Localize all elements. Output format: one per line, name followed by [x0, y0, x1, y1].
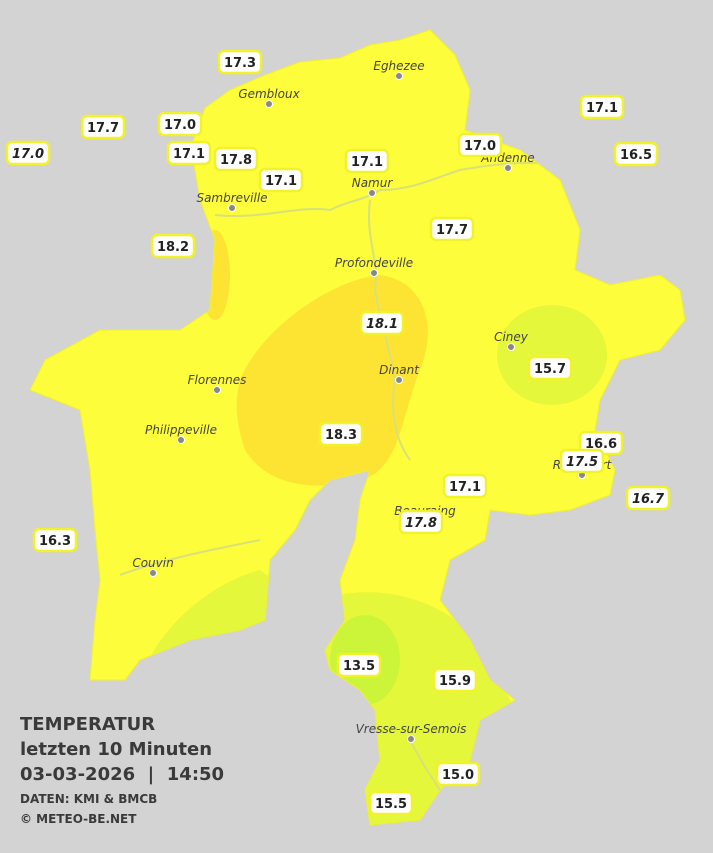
city-dot: [395, 376, 403, 384]
station-temp: 17.0: [12, 147, 44, 162]
station-box: [559, 448, 605, 474]
city-name: Namur: [352, 176, 394, 190]
station-temp: 17.8: [220, 153, 252, 168]
legend-copyright: © METEO-BE.NET: [20, 812, 137, 826]
city-dot: [228, 204, 236, 212]
city-name: Gembloux: [238, 87, 300, 101]
city-dot: [177, 436, 185, 444]
legend-source: DATEN: KMI & BMCB: [20, 792, 157, 806]
station-box: [432, 667, 478, 693]
station-layer: 17.3 17.7 17.0 17.0 17.1 17.8 17.1 17.1 17.0 17.1…: [5, 49, 671, 816]
station-box: [625, 485, 671, 511]
city-name: Eghezee: [373, 59, 424, 73]
city-dot: [149, 569, 157, 577]
station-box: [344, 148, 390, 174]
station-temp: 15.9: [439, 674, 471, 689]
city-name: Sambreville: [196, 191, 267, 205]
station-box: [368, 790, 414, 816]
station-box: [398, 509, 444, 535]
city-name: Ciney: [494, 330, 529, 344]
legend-period: letzten 10 Minuten: [20, 739, 212, 760]
city-name: Philippeville: [145, 423, 217, 437]
city-dot: [265, 100, 273, 108]
station-box: [157, 111, 203, 137]
station-temp: 17.5: [566, 455, 598, 470]
city-dot: [407, 735, 415, 743]
station-box: [318, 421, 364, 447]
station-box: [579, 94, 625, 120]
station-box: [80, 114, 126, 140]
station-box: [150, 233, 196, 259]
station-box: [442, 473, 488, 499]
station-temp: 15.5: [375, 797, 407, 812]
city-dot: [395, 72, 403, 80]
station-temp: 18.3: [325, 428, 357, 443]
station-box: [429, 216, 475, 242]
station-temp: 17.1: [265, 174, 297, 189]
city-name: Dinant: [379, 363, 420, 377]
station-temp: 17.1: [173, 147, 205, 162]
station-temp: 16.5: [620, 148, 652, 163]
station-temp: 18.2: [157, 240, 189, 255]
city-name: Florennes: [188, 373, 247, 387]
station-box: [258, 167, 304, 193]
city-dot: [370, 269, 378, 277]
station-temp: 16.3: [39, 534, 71, 549]
legend-datetime: 03-03-2026 | 14:50: [20, 764, 224, 785]
station-box: [527, 355, 573, 381]
station-temp: 17.0: [164, 118, 196, 133]
station-box: [435, 761, 481, 787]
station-box: [213, 146, 259, 172]
temp-zone: [497, 305, 607, 405]
station-temp: 17.3: [224, 56, 256, 71]
city-name: Vresse-sur-Semois: [356, 722, 467, 736]
station-box: [5, 140, 51, 166]
station-box: [166, 140, 212, 166]
station-temp: 13.5: [343, 659, 375, 674]
station-temp: 17.1: [449, 480, 481, 495]
station-box: [359, 310, 405, 336]
station-temp: 16.7: [632, 492, 665, 507]
city-name: Profondeville: [335, 256, 413, 270]
station-temp: 15.0: [442, 768, 474, 783]
city-dot: [507, 343, 515, 351]
station-box: [217, 49, 263, 75]
station-box: [457, 132, 503, 158]
station-box: [613, 141, 659, 167]
station-temp: 15.7: [534, 362, 566, 377]
station-temp: 18.1: [366, 317, 398, 332]
legend-title: TEMPERATUR: [20, 714, 155, 735]
station-temp: 16.6: [585, 437, 617, 452]
city-name: Couvin: [132, 556, 173, 570]
station-temp: 17.0: [464, 139, 496, 154]
city-dot: [504, 164, 512, 172]
station-temp: 17.7: [436, 223, 468, 238]
station-temp: 17.7: [87, 121, 119, 136]
station-temp: 17.1: [351, 155, 383, 170]
city-dot: [213, 386, 221, 394]
station-box: [336, 652, 382, 678]
city-dot: [368, 189, 376, 197]
station-box: [32, 527, 78, 553]
station-temp: 17.8: [405, 516, 437, 531]
station-temp: 17.1: [586, 101, 618, 116]
